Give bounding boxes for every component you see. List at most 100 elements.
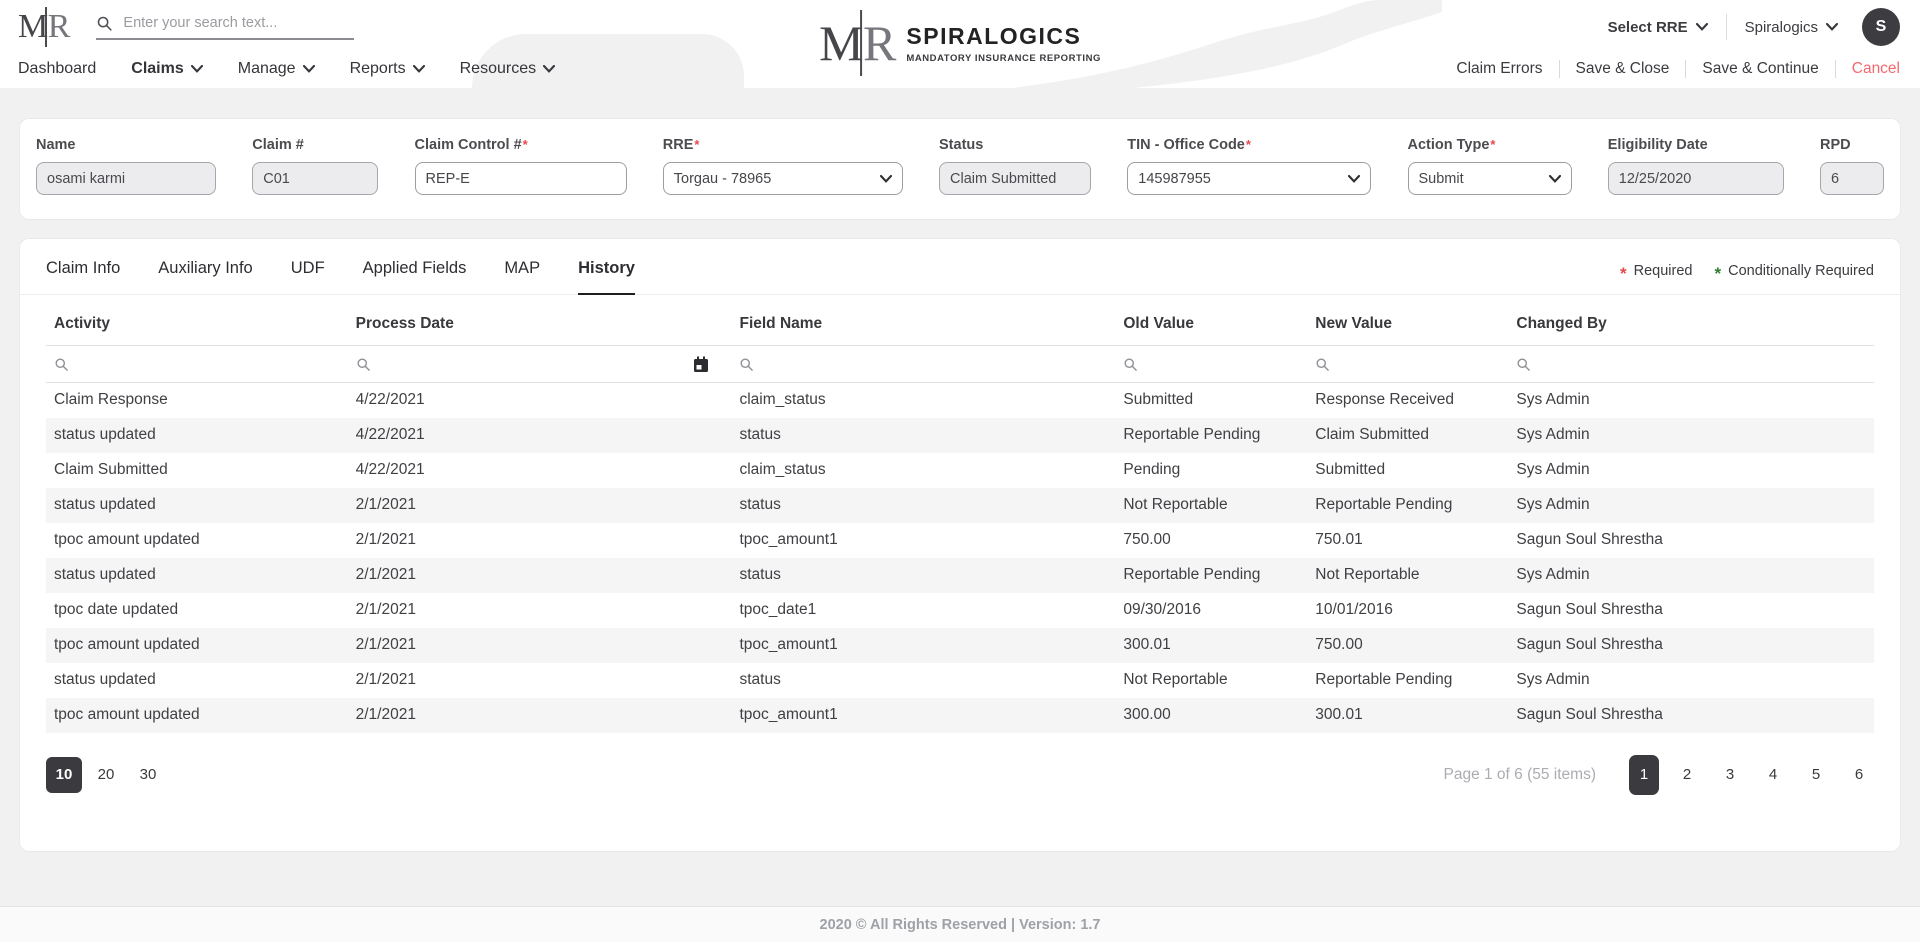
tab-claim-info[interactable]: Claim Info — [46, 259, 121, 277]
required-asterisk: * — [1490, 137, 1496, 152]
page-2-button[interactable]: 2 — [1682, 766, 1692, 783]
cell-changed-by: Sagun Soul Shrestha — [1516, 706, 1663, 723]
header-nav-row: Dashboard Claims Manage Reports Resource… — [0, 48, 1920, 88]
save-continue-button[interactable]: Save & Continue — [1685, 60, 1834, 78]
tab-applied-fields[interactable]: Applied Fields — [362, 259, 467, 277]
nav-item-dashboard[interactable]: Dashboard — [18, 60, 96, 78]
user-avatar[interactable]: S — [1862, 8, 1900, 46]
cell-process-date: 4/22/2021 — [355, 391, 425, 409]
nav-item-resources[interactable]: Resources — [459, 60, 556, 78]
cell-changed-by: Sys Admin — [1516, 391, 1590, 409]
logo-letter-m: M — [18, 8, 49, 45]
field-status: Status — [939, 137, 1091, 195]
tab-udf[interactable]: UDF — [290, 259, 325, 277]
claim-number-input — [252, 162, 379, 195]
cell-process-date: 2/1/2021 — [355, 636, 416, 653]
page-4-button[interactable]: 4 — [1768, 766, 1778, 783]
field-label: RPD — [1820, 137, 1884, 153]
cell-old-value: Reportable Pending — [1123, 426, 1261, 443]
nav-label: Resources — [459, 60, 537, 77]
rre-select[interactable]: Torgau - 78965 — [662, 162, 903, 195]
pagination-summary: Page 1 of 6 (55 items) — [1443, 765, 1597, 783]
changed-by-filter-input[interactable] — [1538, 355, 1868, 373]
tab-history[interactable]: History — [578, 259, 635, 295]
cell-activity: tpoc amount updated — [54, 531, 200, 548]
logo-letter-m: M — [819, 15, 864, 71]
table-row: Claim Response 4/22/2021 claim_status Submi… — [46, 383, 1874, 418]
cell-new-value: 10/01/2016 — [1315, 601, 1393, 618]
required-asterisk: * — [522, 137, 528, 152]
activity-filter — [54, 355, 342, 373]
chevron-down-icon — [190, 65, 203, 73]
organization-dropdown[interactable]: Spiralogics — [1745, 19, 1838, 36]
cancel-button[interactable]: Cancel — [1834, 60, 1900, 78]
page-1-button[interactable]: 1 — [1629, 754, 1659, 795]
field-name-filter — [739, 355, 1110, 373]
process-date-filter-input[interactable] — [377, 355, 687, 373]
search-input[interactable] — [121, 14, 355, 32]
cell-old-value: Pending — [1123, 461, 1181, 478]
history-table: Activity Process Date Field Name Old Val… — [46, 295, 1874, 733]
new-value-filter-input[interactable] — [1337, 355, 1503, 373]
calendar-icon — [694, 356, 709, 372]
column-header-old-value: Old Value — [1115, 295, 1308, 346]
field-name-filter-input[interactable] — [761, 355, 1110, 373]
claim-errors-button[interactable]: Claim Errors — [1456, 60, 1543, 77]
date-picker-button[interactable] — [693, 356, 709, 373]
cell-process-date: 2/1/2021 — [355, 601, 416, 618]
page-3-button[interactable]: 3 — [1725, 766, 1735, 783]
logo-divider — [860, 10, 863, 76]
column-header-process-date: Process Date — [347, 295, 732, 346]
tab-map[interactable]: MAP — [504, 259, 541, 277]
page-size-30-button[interactable]: 30 — [139, 766, 157, 783]
required-asterisk: * — [1620, 264, 1627, 283]
table-filter-row — [46, 345, 1874, 383]
cell-activity: tpoc amount updated — [54, 636, 200, 653]
save-close-button[interactable]: Save & Close — [1558, 60, 1686, 78]
legend-label: Required — [1633, 263, 1693, 279]
cell-changed-by: Sys Admin — [1516, 426, 1590, 443]
cell-activity: status updated — [54, 566, 156, 583]
nav-item-manage[interactable]: Manage — [238, 60, 315, 78]
search-icon — [1316, 358, 1330, 371]
search-icon — [55, 358, 68, 371]
page-6-button[interactable]: 6 — [1854, 766, 1864, 783]
action-type-select[interactable]: Submit — [1407, 162, 1572, 195]
page-size-20-button[interactable]: 20 — [97, 766, 115, 783]
logo-letter-r: R — [47, 8, 71, 45]
header-user-area: Select RRE Spiralogics S — [1608, 8, 1900, 46]
chevron-down-icon — [1348, 174, 1361, 183]
required-legend: * Required * Conditionally Required — [1620, 263, 1874, 294]
select-rre-label: Select RRE — [1607, 18, 1688, 36]
cell-new-value: Submitted — [1315, 461, 1386, 478]
cell-old-value: Reportable Pending — [1123, 566, 1261, 583]
field-label: TIN - Office Code* — [1127, 137, 1371, 153]
cell-field-name: tpoc_amount1 — [739, 531, 838, 548]
app-header: MR MR SPIRALOGICS MANDATORY INSURANCE RE… — [0, 0, 1920, 88]
header-wave-right — [1012, 0, 1442, 88]
nav-item-reports[interactable]: Reports — [350, 60, 425, 78]
cell-old-value: Not Reportable — [1123, 671, 1228, 688]
header-divider — [1725, 14, 1727, 40]
old-value-filter-input[interactable] — [1145, 355, 1302, 373]
brand-name: SPIRALOGICS — [906, 22, 1082, 49]
table-row: tpoc amount updated 2/1/2021 tpoc_amount1 7… — [46, 523, 1874, 558]
nav-item-claims[interactable]: Claims — [131, 60, 203, 78]
search-icon — [357, 358, 370, 371]
cell-field-name: status — [739, 671, 781, 688]
page-5-button[interactable]: 5 — [1811, 766, 1821, 783]
search-icon — [1517, 358, 1531, 371]
page-size-10-button[interactable]: 10 — [46, 756, 82, 793]
tab-auxiliary-info[interactable]: Auxiliary Info — [158, 259, 253, 277]
search-icon — [98, 16, 113, 31]
claim-control-number-input[interactable] — [414, 162, 627, 195]
cell-changed-by: Sys Admin — [1516, 496, 1590, 513]
main-nav: Dashboard Claims Manage Reports Resource… — [18, 60, 590, 78]
copyright-text: 2020 © All Rights Reserved | Version: 1.… — [819, 916, 1101, 933]
tin-office-code-select[interactable]: 145987955 — [1127, 162, 1372, 195]
cell-changed-by: Sys Admin — [1516, 671, 1590, 688]
table-row: status updated 2/1/2021 status Not Reportab… — [46, 487, 1874, 523]
activity-filter-input[interactable] — [76, 355, 342, 373]
select-rre-dropdown[interactable]: Select RRE — [1608, 19, 1708, 36]
